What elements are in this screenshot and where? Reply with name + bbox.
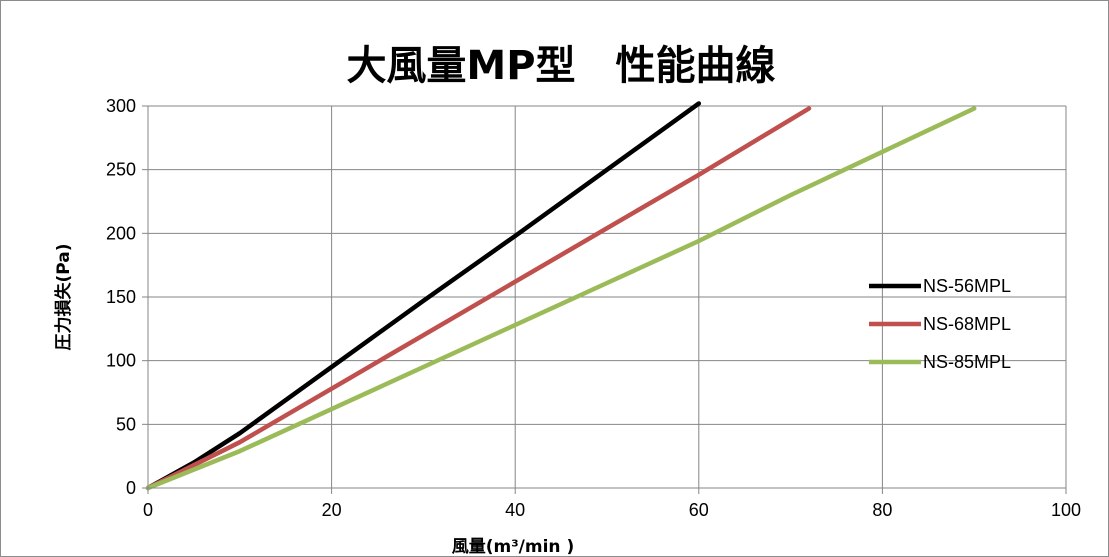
y-tick-label: 250: [106, 160, 136, 180]
x-tick-label: 60: [689, 500, 709, 520]
x-tick-label: 20: [322, 500, 342, 520]
y-tick-label: 200: [106, 223, 136, 243]
tick-labels: 0 50 100 150 200 250 300 0 20 40 60 80 100: [106, 96, 1081, 520]
x-tick-label: 40: [505, 500, 525, 520]
x-axis-title: 風量(m³/min ): [452, 536, 574, 556]
y-axis-title: 圧力損失(Pa): [53, 243, 74, 350]
x-tick-label: 80: [872, 500, 892, 520]
x-tick-label: 100: [1051, 500, 1081, 520]
series-lines: [145, 101, 977, 491]
legend: NS-56MPL NS-68MPL NS-85MPL: [869, 276, 1011, 372]
y-tick-label: 150: [106, 287, 136, 307]
legend-label-ns-56mpl: NS-56MPL: [923, 276, 1011, 296]
series-line-ns-68mpl: [145, 106, 812, 491]
y-tick-label: 300: [106, 96, 136, 116]
y-tick-label: 0: [126, 478, 136, 498]
legend-label-ns-85mpl: NS-85MPL: [923, 352, 1011, 372]
legend-label-ns-68mpl: NS-68MPL: [923, 314, 1011, 334]
series-line-ns-56mpl: [145, 101, 702, 491]
x-tick-label: 0: [143, 500, 153, 520]
series-line-ns-85mpl: [145, 106, 977, 491]
chart-title: 大風量MP型 性能曲線: [346, 43, 775, 89]
y-tick-label: 50: [116, 414, 136, 434]
y-tick-label: 100: [106, 351, 136, 371]
axis-layer: [142, 105, 1067, 494]
